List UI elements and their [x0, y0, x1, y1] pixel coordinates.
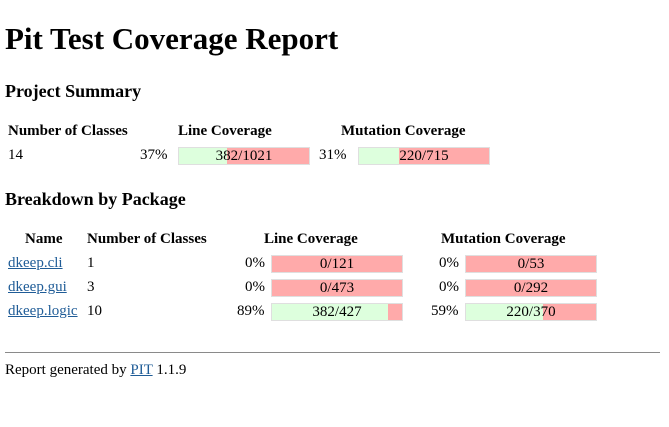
summary-mutation-coverage-label: 220/715 [399, 148, 449, 164]
package-mutation-coverage-label: 0/292 [513, 280, 549, 296]
package-classes-count: 3 [87, 279, 95, 295]
breakdown-header-classes: Number of Classes [87, 231, 207, 247]
package-mutation-coverage-label: 220/370 [506, 304, 556, 320]
summary-mutation-covered-fill [359, 148, 400, 164]
breakdown-header-name: Name [25, 231, 63, 247]
summary-classes-count: 14 [8, 147, 23, 163]
package-classes-count: 1 [87, 255, 95, 271]
package-mutation-percent: 59% [431, 303, 459, 319]
summary-line-coverage-bar: 382/1021 [178, 147, 310, 165]
package-line-coverage-label: 0/121 [319, 256, 355, 272]
summary-header-line: Line Coverage [178, 123, 272, 139]
summary-mutation-coverage-bar: 220/715 [358, 147, 490, 165]
package-line-coverage-bar: 0/473 [271, 279, 403, 297]
package-line-coverage-label: 0/473 [319, 280, 355, 296]
breakdown-heading: Breakdown by Package [5, 189, 186, 209]
package-line-percent: 89% [237, 303, 265, 319]
package-mutation-coverage-bar: 0/292 [465, 279, 597, 297]
package-link-dkeep-logic[interactable]: dkeep.logic [8, 303, 78, 319]
package-mutation-covered-fill [466, 304, 543, 320]
summary-line-covered-fill [179, 148, 228, 164]
footer-prefix: Report generated by [5, 362, 127, 378]
package-line-percent: 0% [245, 279, 265, 295]
package-mutation-percent: 0% [439, 279, 459, 295]
package-line-coverage-bar: 382/427 [271, 303, 403, 321]
summary-header-classes: Number of Classes [8, 123, 128, 139]
package-mutation-coverage-label: 0/53 [517, 256, 545, 272]
summary-header-mutation: Mutation Coverage [341, 123, 466, 139]
footer-divider [5, 352, 660, 353]
package-mutation-coverage-bar: 0/53 [465, 255, 597, 273]
breakdown-header-line: Line Coverage [264, 231, 358, 247]
summary-line-percent: 37% [140, 147, 168, 163]
summary-line-coverage-label: 382/1021 [215, 148, 273, 164]
package-classes-count: 10 [87, 303, 102, 319]
package-mutation-percent: 0% [439, 255, 459, 271]
breakdown-header-mutation: Mutation Coverage [441, 231, 566, 247]
package-line-covered-fill [272, 304, 388, 320]
package-line-coverage-label: 382/427 [312, 304, 362, 320]
page-title: Pit Test Coverage Report [5, 21, 339, 56]
package-link-dkeep-gui[interactable]: dkeep.gui [8, 279, 67, 295]
summary-mutation-percent: 31% [319, 147, 347, 163]
package-mutation-coverage-bar: 220/370 [465, 303, 597, 321]
footer-version: 1.1.9 [156, 362, 187, 378]
package-link-dkeep-cli[interactable]: dkeep.cli [8, 255, 63, 271]
package-line-percent: 0% [245, 255, 265, 271]
pit-link[interactable]: PIT [130, 362, 153, 378]
footer: Report generated by PIT 1.1.9 [5, 362, 186, 379]
project-summary-heading: Project Summary [5, 81, 142, 101]
package-line-coverage-bar: 0/121 [271, 255, 403, 273]
